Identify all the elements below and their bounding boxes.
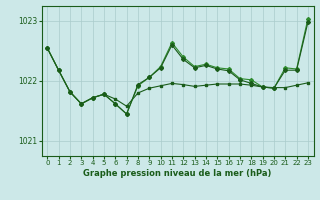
X-axis label: Graphe pression niveau de la mer (hPa): Graphe pression niveau de la mer (hPa) [84, 169, 272, 178]
